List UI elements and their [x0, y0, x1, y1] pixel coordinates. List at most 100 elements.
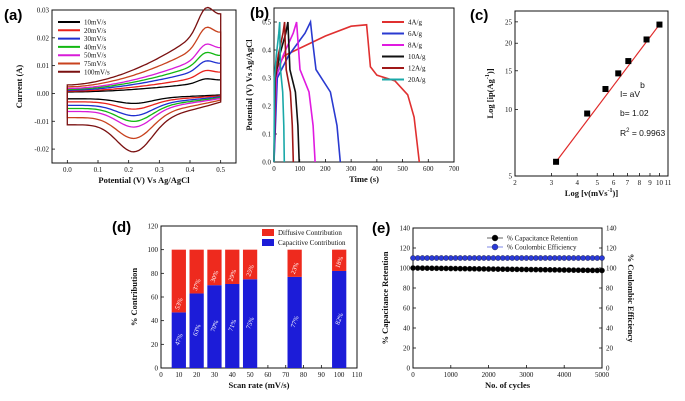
panel-b-ytick-1-label: 0.1: [262, 131, 271, 139]
panel-e-point-1-5: [433, 255, 440, 261]
panel-e-point-1-7: [443, 255, 449, 261]
panel-b-ytick-4-label: 0.4: [262, 47, 271, 55]
panel-c-eq: I= aVb: [620, 80, 645, 99]
panel-c-frame: [514, 10, 669, 177]
panel-e-point-0-1: [414, 265, 421, 271]
panel-a-xlabel: Potential (V) Vs Ag/AgCl: [98, 175, 190, 185]
panel-b-xtick-3-label: 300: [346, 165, 357, 173]
panel-a-xtick-3-label: 0.3: [155, 166, 164, 174]
panel-b-curve-4: [273, 21, 295, 163]
panel-d-xtick-9-label: 90: [318, 371, 326, 379]
panel-e-xtick-1-label: 1000: [444, 371, 459, 379]
panel-d-label-diffusive-4: 25%: [245, 263, 256, 277]
panel-d-bar-diffusive-3: [225, 249, 240, 284]
panel-c-ytick-1-label: 10: [505, 106, 513, 114]
panel-d-xtick-6-label: 60: [264, 371, 272, 379]
panel-d-xtick-2-label: 20: [193, 371, 201, 379]
panel-d-xlabel: Scan rate (mV/s): [229, 380, 290, 390]
panel-e-point-0-11: [462, 265, 468, 272]
panel-d-legend-swatch-1: [262, 239, 274, 246]
panel-d-label-diffusive-6: 18%: [334, 255, 345, 269]
panel-e-ytick-4-label: 80: [403, 285, 411, 293]
panel-c-ytick-2-label: 15: [505, 67, 513, 75]
panel-e-rtick-label-7: 140: [606, 225, 617, 233]
panel-a-ytick-1-label: -0.01: [34, 118, 49, 126]
panel-e-point-1-22: [514, 255, 520, 261]
panel-e-point-0-16: [485, 266, 492, 272]
panel-e-xtick-5-label: 5000: [595, 371, 610, 379]
panel-b-frame: [273, 7, 455, 163]
panel-e-point-1-20: [504, 255, 511, 261]
panel-d-ytick-6-label: 120: [148, 223, 159, 231]
panel-e-point-1-8: [447, 255, 454, 261]
panel-e-point-0-0: [410, 265, 416, 271]
panel-d-bar-capacitive-2: [207, 285, 222, 368]
panel-e-ytick-2-label: 40: [403, 325, 411, 333]
panel-e-ytick-0-label: 0: [407, 365, 411, 373]
panel-a-legend-text-3: 40mV/s: [84, 43, 106, 51]
panel-b-ytick-2-label: 0.2: [262, 103, 271, 111]
panel-c-xtick-0-label: 2: [513, 179, 517, 187]
panel-e-label: (e): [372, 220, 390, 237]
panel-c-fit-line: [555, 24, 660, 163]
panel-e-point-0-13: [471, 266, 478, 272]
panel-e-point-1-9: [452, 255, 459, 261]
panel-e-point-0-26: [533, 266, 539, 273]
panel-e-point-1-25: [528, 255, 534, 261]
panel-b-curve-1: [273, 19, 342, 163]
panel-e-rtick-label-3: 60: [606, 305, 614, 313]
panel-e-point-1-30: [551, 255, 558, 261]
panel-b-curve-0: [273, 23, 421, 163]
panel-e-point-1-15: [481, 255, 487, 261]
panel-a-xtick-0-label: 0.0: [63, 166, 72, 174]
panel-e-point-1-10: [457, 255, 464, 261]
panel-e-ytick-1-label: 20: [403, 345, 411, 353]
panel-e-point-1-23: [518, 255, 525, 261]
panel-b-xlabel: Time (s): [349, 174, 379, 184]
panel-e-point-0-24: [523, 266, 530, 273]
panel-e-point-0-20: [504, 266, 511, 273]
panel-d-bar-capacitive-1: [189, 293, 204, 368]
panel-c-xtick-1-label: 3: [550, 179, 554, 187]
panel-e-point-0-30: [551, 267, 558, 273]
panel-c-xtick-4-label: 6: [612, 179, 616, 187]
panel-e-point-0-40: [599, 267, 605, 274]
panel-e-point-0-18: [495, 266, 501, 272]
panel-d-label-capacitive-4: 75%: [245, 316, 256, 330]
panel-e-ytick-6-label: 120: [400, 245, 411, 253]
panel-e-point-1-3: [424, 255, 430, 261]
panel-e-point-0-32: [561, 267, 568, 273]
panel-e-point-1-26: [533, 255, 539, 261]
panel-c-xtick-6-label: 8: [638, 179, 642, 187]
panel-e-point-1-28: [542, 255, 549, 261]
panel-e-rtick-label-6: 120: [606, 245, 617, 253]
panel-e-point-1-6: [438, 255, 445, 261]
panel-a-legend-text-1: 20mV/s: [84, 27, 106, 35]
panel-d-ytick-0-label: 0: [155, 365, 159, 373]
panel-d-bar-diffusive-2: [207, 249, 222, 286]
panel-e-point-0-23: [518, 266, 525, 273]
panel-e-rtick-label-1: 20: [606, 345, 614, 353]
panel-b-ytick-5-label: 0.5: [262, 19, 271, 27]
panel-a-ytick-0-label: -0.02: [34, 146, 49, 154]
panel-d-xtick-11-label: 110: [352, 371, 363, 379]
panel-b-legend-text-2: 8A/g: [408, 42, 423, 50]
panel-e-point-1-38: [589, 255, 596, 261]
panel-d-ylabel: % Contribution: [129, 268, 139, 327]
panel-a-legend-text-4: 50mV/s: [84, 52, 106, 60]
panel-c-xlabel: Log [v(mVs-1)]: [565, 188, 619, 198]
panel-d-bar-diffusive-6: [332, 249, 347, 271]
panel-e-point-0-22: [514, 266, 520, 273]
panel-e-xtick-2-label: 2000: [482, 371, 497, 379]
panel-e-point-0-33: [566, 267, 572, 273]
panel-d-legend-text-0: Diffusive Contribution: [278, 229, 342, 237]
panel-e-point-1-11: [462, 255, 468, 261]
panel-d-bar-diffusive-5: [287, 249, 302, 277]
panel-d-xtick-4-label: 40: [229, 371, 237, 379]
panel-b-curve-2: [273, 21, 316, 163]
panel-a-ytick-2-label: 0.00: [37, 90, 50, 98]
panel-e-point-0-2: [419, 265, 426, 271]
panel-d-bar-diffusive-4: [242, 249, 258, 280]
panel-d-label-diffusive-1: 37%: [192, 278, 203, 292]
